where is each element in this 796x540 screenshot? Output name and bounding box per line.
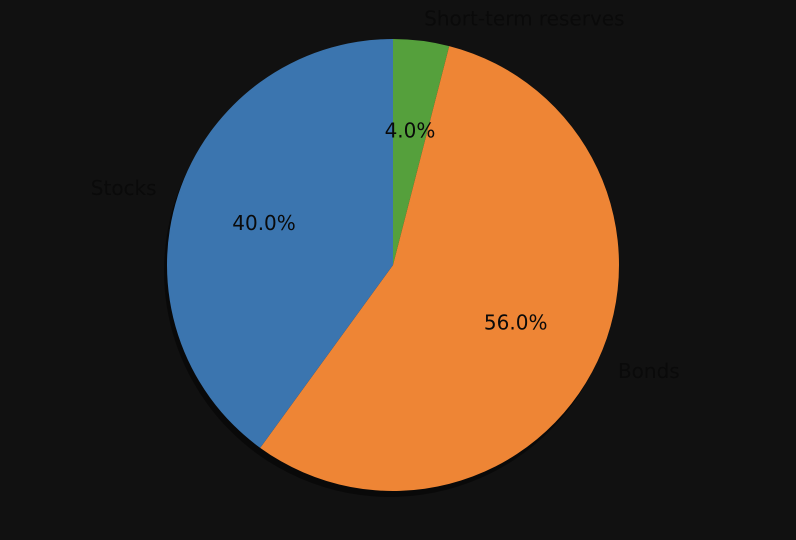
pie-slice-stocks <box>167 39 393 448</box>
slice-pct-bonds: 56.0% <box>484 311 548 335</box>
slice-pct-short-term-reserves: 4.0% <box>385 118 436 142</box>
pie-slice-short-term-reserves <box>393 39 450 265</box>
slice-label-short-term-reserves: Short-term reserves <box>424 6 624 30</box>
pie-slice-bonds <box>260 46 619 491</box>
slice-pct-stocks: 40.0% <box>232 211 296 235</box>
pie-labels: Short-term reserves 4.0% Bonds 56.0% Stocks 4… <box>91 6 680 382</box>
slice-label-bonds: Bonds <box>618 359 680 383</box>
slice-label-stocks: Stocks <box>91 176 157 200</box>
pie-slices <box>167 39 619 491</box>
